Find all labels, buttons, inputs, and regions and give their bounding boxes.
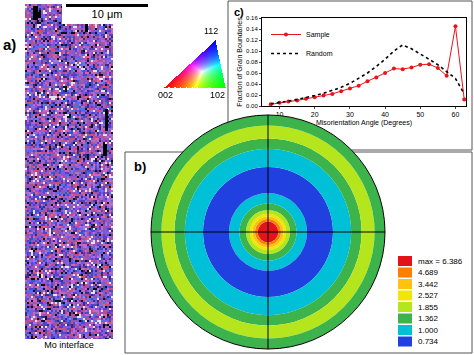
svg-text:0.00: 0.00 — [246, 103, 258, 109]
svg-text:0.08: 0.08 — [246, 59, 258, 65]
svg-text:0.14: 0.14 — [246, 26, 258, 32]
svg-text:1.362: 1.362 — [418, 314, 439, 323]
svg-text:0.04: 0.04 — [246, 81, 258, 87]
html-text:102: 102 — [210, 90, 225, 100]
svg-text:0.06: 0.06 — [246, 70, 258, 76]
html-text:Mo interface: Mo interface — [44, 340, 94, 350]
svg-text:40: 40 — [381, 111, 389, 118]
svg-text:0.16: 0.16 — [246, 15, 258, 21]
svg-text:50: 50 — [416, 111, 424, 118]
svg-text:b): b) — [134, 159, 146, 174]
svg-text:20: 20 — [311, 111, 319, 118]
svg-text:0.10: 0.10 — [246, 48, 258, 54]
svg-text:Random: Random — [306, 50, 333, 57]
svg-text:max = 6.386: max = 6.386 — [418, 257, 463, 266]
html-text:112: 112 — [204, 26, 219, 36]
svg-text:1.000: 1.000 — [418, 326, 439, 335]
svg-text:3.442: 3.442 — [418, 280, 439, 289]
svg-text:4.689: 4.689 — [418, 268, 439, 277]
svg-text:10: 10 — [276, 111, 284, 118]
svg-text:0.02: 0.02 — [246, 92, 258, 98]
svg-text:2.527: 2.527 — [418, 291, 439, 300]
svg-text:1.855: 1.855 — [418, 303, 439, 312]
html-text:002: 002 — [158, 90, 173, 100]
svg-text:0.734: 0.734 — [418, 337, 439, 346]
svg-text:Misorientation Angle (Degrees): Misorientation Angle (Degrees) — [316, 119, 412, 127]
svg-text:Sample: Sample — [306, 31, 330, 39]
svg-text:0.12: 0.12 — [246, 37, 258, 43]
svg-text:30: 30 — [346, 111, 354, 118]
html-text:a): a) — [3, 36, 17, 53]
svg-text:Fraction of Grain Boundaries: Fraction of Grain Boundaries — [236, 17, 243, 107]
html-text:10 μm: 10 μm — [91, 8, 123, 20]
svg-text:c): c) — [234, 6, 244, 18]
svg-text:60: 60 — [452, 111, 460, 118]
